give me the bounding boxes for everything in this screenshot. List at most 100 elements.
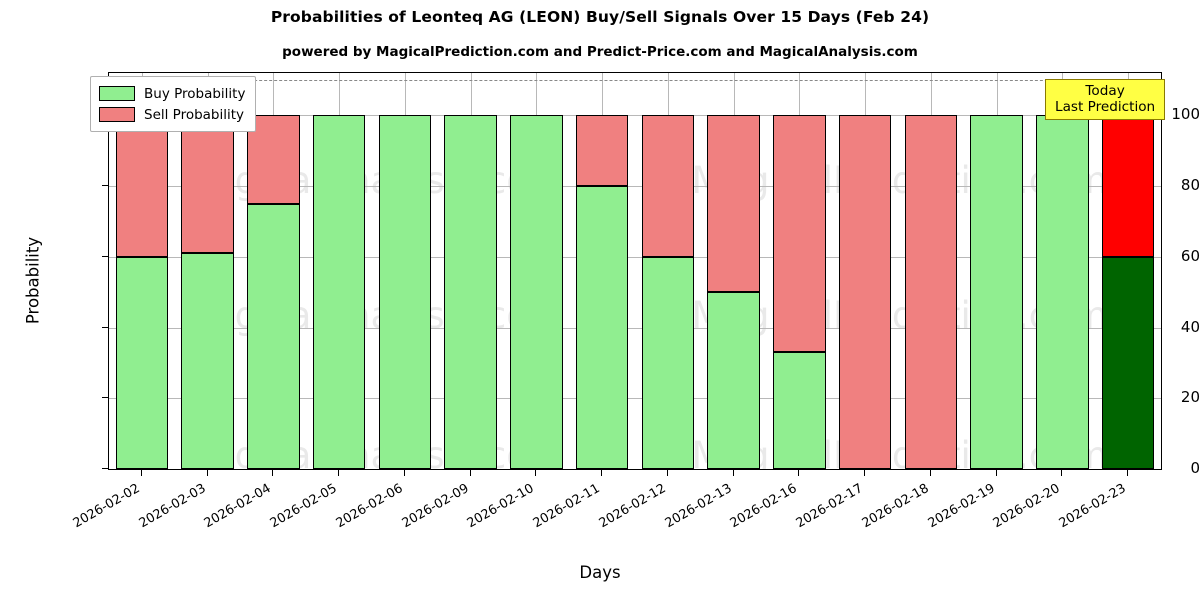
gridline-horizontal xyxy=(109,257,1161,258)
bar-segment-buy[interactable] xyxy=(247,203,300,469)
bar-segment-sell[interactable] xyxy=(773,115,826,353)
reference-line xyxy=(109,80,1161,81)
y-axis-tick-label: 60 xyxy=(1180,246,1200,265)
x-axis-tick-mark xyxy=(535,470,536,476)
legend-item-buy: Buy Probability xyxy=(99,83,245,104)
bar-stack[interactable] xyxy=(773,73,826,469)
y-axis-tick-label: 0 xyxy=(1190,459,1200,477)
bar-segment-buy[interactable] xyxy=(773,352,826,469)
y-axis-tick-mark xyxy=(102,326,108,328)
bar-segment-buy[interactable] xyxy=(1036,115,1089,469)
bar-stack[interactable] xyxy=(707,73,760,469)
bar-segment-buy[interactable] xyxy=(970,115,1023,469)
bar-stack[interactable] xyxy=(1101,73,1155,469)
y-axis-tick-mark xyxy=(102,468,108,469)
bar-segment-buy[interactable] xyxy=(312,115,366,469)
x-axis-tick-label: 2026-02-16 xyxy=(727,481,800,532)
x-axis-tick-mark xyxy=(733,470,734,476)
bar-stack[interactable] xyxy=(115,73,169,469)
y-axis-tick-mark xyxy=(102,255,108,257)
x-axis-tick-label: 2026-02-18 xyxy=(859,481,932,532)
x-axis-tick-label: 2026-02-12 xyxy=(596,481,669,532)
bar-segment-sell[interactable] xyxy=(707,115,760,293)
bar-stack[interactable] xyxy=(575,73,629,469)
y-axis-tick-label: 80 xyxy=(1180,176,1200,195)
x-axis-tick-mark xyxy=(1127,470,1128,476)
bar-segment-buy[interactable] xyxy=(575,186,629,469)
bar-segment-sell[interactable] xyxy=(181,115,234,254)
bar-stack[interactable] xyxy=(312,73,366,469)
chart-legend: Buy Probability Sell Probability xyxy=(90,76,257,132)
x-axis-tick-mark xyxy=(141,470,142,476)
bar-segment-buy[interactable] xyxy=(1101,256,1155,469)
plot-area: MagicalAnalysis.com MagicalPrediction.com… xyxy=(108,72,1162,470)
bar-stack[interactable] xyxy=(904,73,958,469)
gridline-horizontal xyxy=(109,186,1161,187)
x-axis-tick-label: 2026-02-10 xyxy=(464,481,537,532)
y-axis-tick-mark xyxy=(102,397,108,399)
x-axis-tick-mark xyxy=(864,470,865,476)
chart-title: Probabilities of Leonteq AG (LEON) Buy/S… xyxy=(270,8,930,26)
x-axis-tick-mark xyxy=(207,470,208,476)
y-axis-tick-label: 100 xyxy=(1171,105,1200,124)
bar-segment-sell[interactable] xyxy=(904,115,958,469)
legend-swatch-sell xyxy=(99,107,135,122)
bar-stack[interactable] xyxy=(181,73,234,469)
x-axis-label: Days xyxy=(579,563,621,582)
bar-segment-buy[interactable] xyxy=(510,115,563,469)
x-axis-tick-mark xyxy=(996,470,997,476)
x-axis-tick-label: 2026-02-05 xyxy=(267,481,340,532)
x-axis-tick-mark xyxy=(798,470,799,476)
bar-segment-sell[interactable] xyxy=(575,115,629,187)
bar-segment-sell[interactable] xyxy=(115,115,169,257)
bar-segment-sell[interactable] xyxy=(838,115,892,469)
bar-stack[interactable] xyxy=(641,73,695,469)
x-axis-tick-label: 2026-02-09 xyxy=(399,481,472,532)
x-axis-tick-label: 2026-02-13 xyxy=(662,481,735,532)
bar-stack[interactable] xyxy=(247,73,300,469)
x-axis-tick-label: 2026-02-11 xyxy=(530,481,603,532)
legend-label-buy: Buy Probability xyxy=(144,85,246,102)
bar-segment-buy[interactable] xyxy=(378,115,432,469)
x-axis-tick-mark xyxy=(601,470,602,476)
x-axis-tick-mark xyxy=(930,470,931,476)
x-axis-tick-label: 2026-02-23 xyxy=(1056,481,1129,532)
y-axis-tick-mark xyxy=(102,185,108,187)
legend-label-sell: Sell Probability xyxy=(144,106,245,123)
x-axis-tick-mark xyxy=(667,470,668,476)
bar-segment-sell[interactable] xyxy=(1101,115,1155,257)
bar-segment-buy[interactable] xyxy=(181,253,234,469)
gridline-horizontal xyxy=(109,115,1161,116)
x-axis-tick-label: 2026-02-02 xyxy=(70,481,143,532)
bar-segment-buy[interactable] xyxy=(115,256,169,469)
bar-stack[interactable] xyxy=(838,73,892,469)
bar-stack[interactable] xyxy=(378,73,432,469)
y-axis-tick-label: 40 xyxy=(1180,317,1200,336)
bar-segment-buy[interactable] xyxy=(707,292,760,469)
bar-segment-buy[interactable] xyxy=(641,256,695,469)
bar-stack[interactable] xyxy=(1036,73,1089,469)
x-axis-tick-label: 2026-02-06 xyxy=(333,481,406,532)
x-axis-tick-mark xyxy=(272,470,273,476)
x-axis-tick-mark xyxy=(470,470,471,476)
y-axis-label: Probability xyxy=(23,236,43,325)
chart-subtitle: powered by MagicalPrediction.com and Pre… xyxy=(282,44,918,60)
legend-item-sell: Sell Probability xyxy=(99,104,245,125)
legend-swatch-buy xyxy=(99,86,135,101)
x-axis-tick-label: 2026-02-04 xyxy=(201,481,274,532)
bar-stack[interactable] xyxy=(444,73,497,469)
today-label-line1: Today xyxy=(1085,83,1125,99)
bar-segment-sell[interactable] xyxy=(641,115,695,257)
y-axis-tick-label: 20 xyxy=(1180,388,1200,407)
bar-stack[interactable] xyxy=(510,73,563,469)
x-axis-tick-label: 2026-02-19 xyxy=(925,481,998,532)
today-label-line2: Last Prediction xyxy=(1055,99,1156,116)
bar-segment-buy[interactable] xyxy=(444,115,497,469)
x-axis-tick-mark xyxy=(338,470,339,476)
gridline-horizontal xyxy=(109,398,1161,399)
x-axis-tick-label: 2026-02-17 xyxy=(793,481,866,532)
x-axis-tick-label: 2026-02-03 xyxy=(136,481,209,532)
bar-stack[interactable] xyxy=(970,73,1023,469)
today-annotation: Today Last Prediction xyxy=(1045,79,1166,121)
